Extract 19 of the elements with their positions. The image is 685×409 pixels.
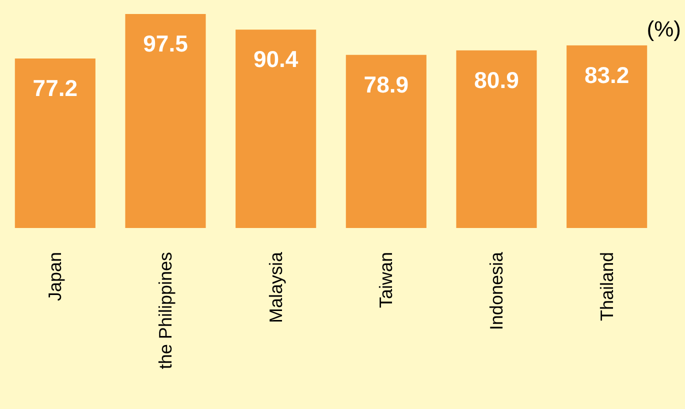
bar [125,14,206,228]
data-label: 80.9 [474,66,519,93]
x-tick-label: the Philippines [156,252,176,370]
bar [236,30,316,228]
x-tick-label: Thailand [596,252,617,322]
x-tick-label: Taiwan [376,252,396,308]
data-label: 97.5 [143,30,188,56]
data-label: 83.2 [584,62,630,88]
bar [456,50,537,228]
bar [14,58,96,228]
x-tick-label: Japan [45,252,66,302]
y-axis-title: (%) [646,16,682,42]
x-tick-label: Malaysia [266,251,286,324]
data-label: 90.4 [253,46,298,72]
data-label: 78.9 [364,71,409,98]
bar [566,45,648,228]
bar [346,54,426,228]
x-tick-label: Indonesia [486,251,506,330]
data-label: 77.2 [32,75,78,102]
